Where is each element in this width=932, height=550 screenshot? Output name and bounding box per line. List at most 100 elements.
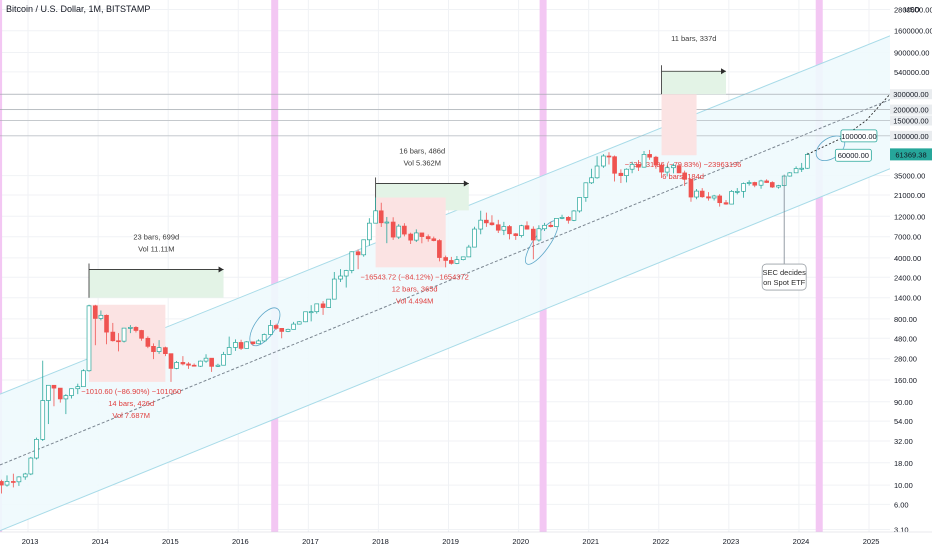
candle-body: [478, 219, 484, 230]
y-tick-label: 6.00: [894, 500, 909, 509]
candle-body: [238, 342, 244, 349]
candle-up: [641, 151, 647, 168]
candle-body: [671, 165, 676, 169]
candle-down: [191, 363, 197, 367]
candle-body: [460, 256, 466, 261]
candle-up: [261, 333, 267, 342]
candle-down: [355, 249, 361, 270]
x-tick-label: 2023: [723, 537, 740, 546]
candle-down: [116, 333, 121, 352]
halving-band: [815, 0, 823, 532]
candle-down: [163, 346, 168, 357]
candle-up: [63, 394, 69, 415]
candle-body: [776, 185, 781, 188]
x-tick-label: 2018: [372, 537, 389, 546]
halving-band: [271, 0, 279, 532]
candle-down: [431, 236, 437, 242]
candle-down: [706, 192, 711, 201]
candle-body: [139, 330, 144, 339]
candle-body: [758, 180, 764, 186]
measure-green-box: [89, 269, 224, 298]
candle-up: [367, 218, 372, 246]
candle-up: [256, 339, 261, 345]
candle-body: [104, 314, 109, 333]
y-tick-label: 160.00: [894, 376, 917, 385]
sec-callout-line2: on Spot ETF: [763, 278, 806, 287]
candle-body: [676, 165, 682, 174]
candle-body: [618, 172, 624, 176]
x-tick-label: 2020: [512, 537, 529, 546]
x-axis: 2013 2014 2015 2016 2017 2018 2019 2020 2021 2022…: [0, 531, 932, 550]
candle-body: [594, 165, 600, 179]
candle-body: [501, 226, 507, 231]
candle-body: [524, 225, 530, 230]
candle-body: [606, 155, 612, 158]
candle-up: [221, 351, 226, 366]
candle-body: [355, 251, 361, 256]
y-tick-label: 540000.00: [894, 68, 929, 77]
candle-up: [98, 310, 104, 321]
candle-body: [612, 156, 617, 174]
x-tick-label: 2019: [442, 537, 459, 546]
measure-volume-label: Vol 11.11M: [138, 244, 174, 253]
candle-up: [804, 152, 810, 169]
candle-down: [507, 225, 512, 240]
candle-body: [331, 278, 337, 300]
candle-body: [174, 362, 179, 369]
candle-up: [536, 225, 542, 242]
candle-up: [629, 161, 635, 174]
candle-up: [268, 319, 273, 336]
candle-up: [343, 269, 349, 288]
candle-body: [373, 210, 378, 224]
candle-down: [145, 336, 151, 349]
candle-down: [717, 194, 723, 207]
candle-body: [408, 233, 413, 241]
candle-up: [81, 369, 86, 388]
candle-down: [238, 339, 244, 351]
candle-body: [472, 228, 477, 248]
candle-body: [367, 222, 372, 241]
sec-callout-line1: SEC decides: [763, 268, 807, 277]
candle-up: [664, 165, 670, 177]
measure-duration-label: 23 bars, 699d: [133, 232, 179, 241]
candle-up: [174, 360, 179, 370]
candle-body: [601, 155, 606, 167]
candles: [0, 149, 810, 494]
candle-body: [81, 370, 86, 388]
candle-body: [437, 240, 442, 258]
candle-body: [699, 190, 705, 198]
candle-up: [396, 224, 402, 240]
candle-down: [484, 212, 489, 227]
measure-duration-label: 16 bars, 486d: [399, 146, 445, 155]
candle-down: [752, 181, 758, 188]
y-tick-label: 480.00: [894, 334, 917, 343]
candle-body: [390, 221, 396, 238]
candle-body: [706, 196, 711, 199]
last-price-label: 61369.38: [895, 150, 926, 159]
measure-change-label: −239631.96 (−79.83%) −23963196: [625, 160, 742, 169]
candle-body: [448, 260, 454, 264]
measure-arrow-head: [218, 266, 224, 273]
candle-down: [168, 353, 174, 382]
measure-change-label: −16543.72 (−84.12%) −1654372: [361, 272, 469, 281]
candle-up: [361, 239, 367, 257]
candle-body: [711, 195, 717, 199]
candle-body: [69, 388, 74, 396]
candle-up: [215, 363, 221, 368]
candle-up: [799, 162, 805, 173]
candle-up: [746, 180, 752, 186]
candle-up: [198, 360, 203, 367]
measure-red-box: [661, 94, 697, 156]
y-tick-label: 18.00: [894, 459, 913, 468]
candle-up: [466, 244, 472, 258]
candle-body: [320, 303, 326, 308]
candle-down: [250, 341, 256, 346]
candle-body: [92, 305, 98, 319]
level-badge: [890, 104, 932, 115]
candle-body: [209, 357, 214, 367]
candle-up: [296, 321, 302, 325]
candle-body: [694, 190, 699, 198]
candle-up: [326, 298, 331, 308]
candle-up: [594, 156, 600, 179]
